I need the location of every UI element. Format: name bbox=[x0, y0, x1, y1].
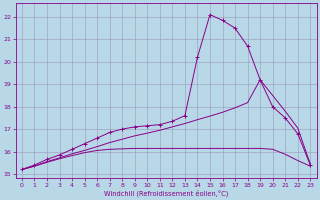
X-axis label: Windchill (Refroidissement éolien,°C): Windchill (Refroidissement éolien,°C) bbox=[104, 189, 228, 197]
